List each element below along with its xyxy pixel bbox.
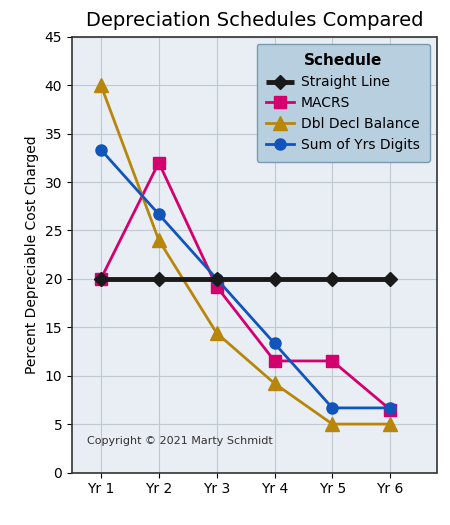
Sum of Yrs Digits [214,276,219,282]
Dbl Decl Balance [272,380,277,386]
Legend: Straight Line, MACRS, Dbl Decl Balance, Sum of Yrs Digits: Straight Line, MACRS, Dbl Decl Balance, … [256,44,430,162]
MACRS [156,160,162,166]
Straight Line [214,276,219,282]
Straight Line [330,276,335,282]
Text: Copyright © 2021 Marty Schmidt: Copyright © 2021 Marty Schmidt [86,436,272,446]
Sum of Yrs Digits [156,211,162,217]
MACRS [98,276,104,282]
Straight Line [156,276,162,282]
MACRS [214,284,219,290]
Sum of Yrs Digits [387,405,393,411]
Line: MACRS: MACRS [95,157,396,415]
Line: Dbl Decl Balance: Dbl Decl Balance [94,78,397,431]
MACRS [330,358,335,364]
Straight Line [98,276,104,282]
Straight Line [387,276,393,282]
MACRS [272,358,277,364]
Line: Straight Line: Straight Line [96,274,395,284]
Sum of Yrs Digits [272,340,277,346]
Title: Depreciation Schedules Compared: Depreciation Schedules Compared [86,10,423,29]
Dbl Decl Balance [98,82,104,88]
Dbl Decl Balance [330,421,335,427]
MACRS [387,406,393,413]
Dbl Decl Balance [387,421,393,427]
Line: Sum of Yrs Digits: Sum of Yrs Digits [95,144,396,414]
Straight Line [272,276,277,282]
Sum of Yrs Digits [330,405,335,411]
Dbl Decl Balance [156,237,162,243]
Y-axis label: Percent Depreciable Cost Charged: Percent Depreciable Cost Charged [25,135,39,374]
Dbl Decl Balance [214,330,219,336]
Sum of Yrs Digits [98,146,104,153]
